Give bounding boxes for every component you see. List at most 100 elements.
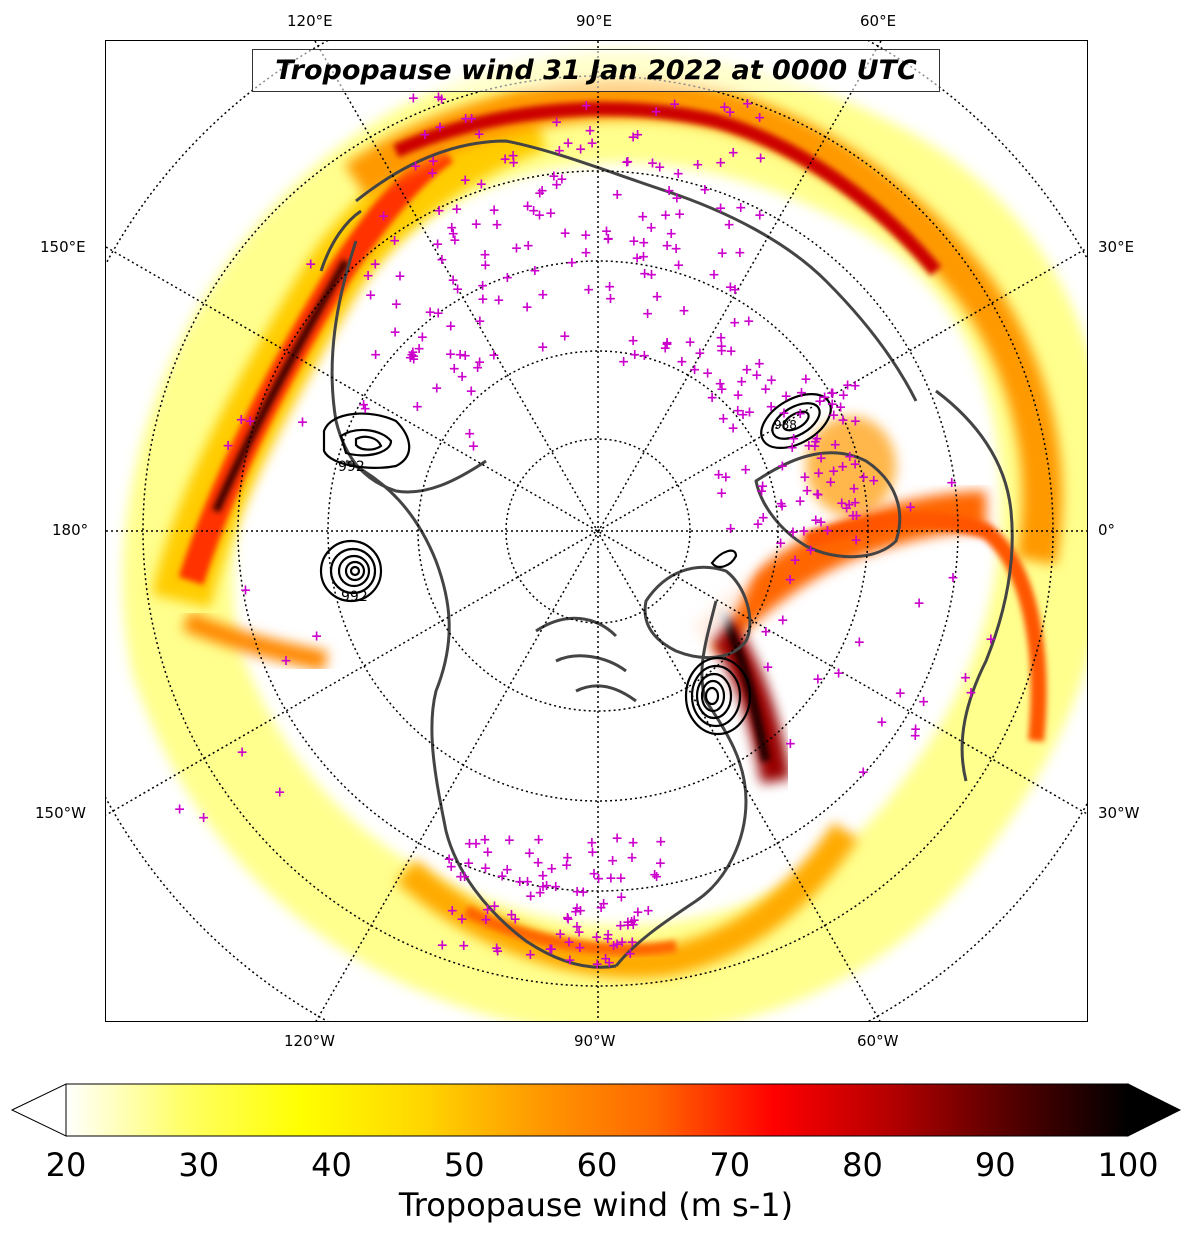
station-marker: +	[660, 207, 672, 223]
station-marker: +	[913, 595, 925, 611]
station-marker: +	[637, 209, 649, 225]
station-marker: +	[479, 247, 491, 263]
station-marker: +	[605, 870, 617, 886]
station-marker: +	[654, 159, 666, 175]
station-marker: +	[464, 426, 476, 442]
station-marker: +	[628, 234, 640, 250]
label-left-180: 180°	[52, 521, 89, 539]
station-marker: +	[720, 470, 732, 486]
station-marker: +	[586, 135, 598, 151]
meridian-30e-150w	[106, 247, 1087, 816]
station-marker: +	[491, 217, 503, 233]
label-bottom-90w: 90°W	[574, 1032, 616, 1050]
station-marker: +	[488, 202, 500, 218]
station-marker: +	[736, 374, 748, 390]
station-marker: +	[645, 220, 657, 236]
station-marker: +	[810, 513, 822, 529]
station-marker: +	[174, 802, 186, 818]
station-marker: +	[847, 508, 859, 524]
station-marker: +	[741, 362, 753, 378]
station-marker: +	[639, 348, 651, 364]
station-marker: +	[389, 233, 401, 249]
station-marker: +	[470, 836, 482, 852]
station-marker: +	[800, 372, 812, 388]
station-marker: +	[587, 845, 599, 861]
station-marker: +	[244, 414, 256, 430]
station-marker: +	[837, 412, 849, 428]
station-marker: +	[574, 940, 586, 956]
station-marker: +	[725, 521, 737, 537]
station-marker: +	[525, 889, 537, 905]
station-marker: +	[502, 270, 514, 286]
station-marker: +	[537, 287, 549, 303]
station-marker: +	[622, 915, 634, 931]
station-marker: +	[477, 291, 489, 307]
station-marker: +	[561, 857, 573, 873]
station-marker: +	[785, 736, 797, 752]
station-marker: +	[571, 919, 583, 935]
station-marker: +	[844, 449, 856, 465]
station-marker: +	[362, 268, 374, 284]
station-marker: +	[716, 382, 728, 398]
station-marker: +	[358, 397, 370, 413]
station-marker: +	[571, 901, 583, 917]
station-marker: +	[602, 232, 614, 248]
station-marker: +	[489, 899, 501, 915]
station-marker: +	[694, 345, 706, 361]
station-marker: +	[627, 333, 639, 349]
station-marker: +	[454, 347, 466, 363]
meridian-60e-120w	[315, 41, 882, 1021]
station-marker: +	[601, 224, 613, 240]
station-marker: +	[754, 356, 766, 372]
station-marker: +	[436, 938, 448, 954]
station-marker: +	[678, 303, 690, 319]
station-marker: +	[480, 258, 492, 274]
station-marker: +	[716, 338, 728, 354]
station-marker: +	[618, 354, 630, 370]
station-marker: +	[583, 282, 595, 298]
label-top-60e: 60°E	[860, 12, 897, 30]
station-marker: +	[849, 378, 861, 394]
station-marker: +	[459, 172, 471, 188]
station-marker: +	[718, 411, 730, 427]
station-marker: +	[528, 203, 540, 219]
station-marker: +	[465, 383, 477, 399]
station-marker: +	[198, 810, 210, 826]
station-marker: +	[600, 951, 612, 967]
station-marker: +	[735, 200, 747, 216]
station-marker: +	[727, 421, 739, 437]
station-marker: +	[628, 913, 640, 929]
station-marker: +	[729, 282, 741, 298]
station-marker: +	[570, 904, 582, 920]
station-marker: +	[615, 918, 627, 934]
station-marker: +	[854, 635, 866, 651]
station-marker: +	[447, 226, 459, 242]
station-marker: +	[551, 177, 563, 193]
station-marker: +	[743, 313, 755, 329]
station-marker: +	[627, 917, 639, 933]
low-europe	[760, 392, 832, 450]
station-marker: +	[534, 208, 546, 224]
station-marker: +	[562, 910, 574, 926]
station-marker: +	[559, 328, 571, 344]
station-marker: +	[445, 346, 457, 362]
colorbar-tick: 30	[178, 1146, 220, 1184]
station-marker: +	[796, 385, 808, 401]
station-marker: +	[580, 245, 592, 261]
station-marker: +	[760, 382, 772, 398]
station-marker: +	[573, 925, 585, 941]
station-marker: +	[584, 123, 596, 139]
station-marker: +	[765, 399, 777, 415]
station-marker: +	[676, 354, 688, 370]
station-marker: +	[391, 296, 403, 312]
station-marker: +	[815, 451, 827, 467]
station-marker: +	[841, 501, 853, 517]
station-marker: +	[280, 653, 292, 669]
station-marker: +	[714, 376, 726, 392]
station-marker: +	[446, 220, 458, 236]
colorbar-tick: 50	[443, 1146, 485, 1184]
station-marker: +	[624, 946, 636, 962]
station-marker: +	[837, 459, 849, 475]
station-marker: +	[715, 330, 727, 346]
station-marker: +	[456, 911, 468, 927]
